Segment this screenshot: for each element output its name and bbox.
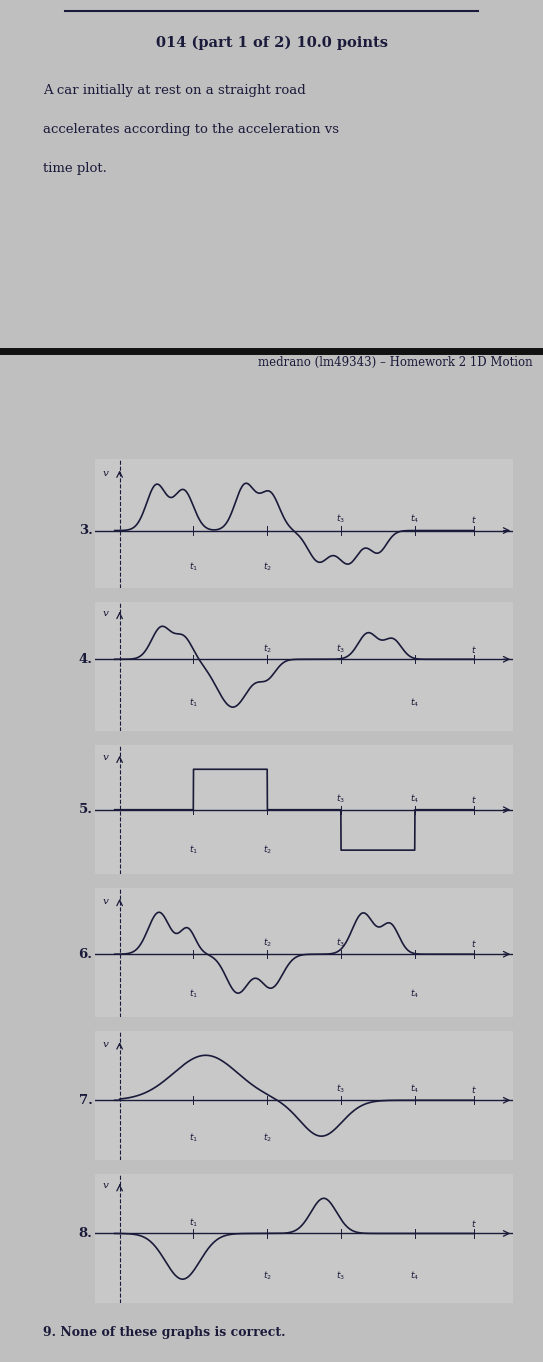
Text: $t$: $t$ <box>471 938 477 949</box>
Text: $t_1$: $t_1$ <box>189 561 198 573</box>
Text: 8.: 8. <box>79 1227 92 1239</box>
Text: $t_2$: $t_2$ <box>263 642 272 655</box>
Text: 7.: 7. <box>79 1094 92 1107</box>
Text: $t_4$: $t_4$ <box>410 1269 419 1283</box>
Text: 9. None of these graphs is correct.: 9. None of these graphs is correct. <box>43 1327 286 1339</box>
Text: $t$: $t$ <box>471 1084 477 1095</box>
Text: $t_3$: $t_3$ <box>337 793 345 805</box>
Text: $t_1$: $t_1$ <box>189 1132 198 1144</box>
Text: v: v <box>103 469 109 478</box>
Text: $t_1$: $t_1$ <box>189 843 198 855</box>
Text: $t_4$: $t_4$ <box>410 793 419 805</box>
Text: 6.: 6. <box>79 948 92 960</box>
Text: 5.: 5. <box>79 804 92 816</box>
Text: accelerates according to the acceleration vs: accelerates according to the acceleratio… <box>43 123 339 136</box>
Text: $t_3$: $t_3$ <box>337 512 345 524</box>
Text: v: v <box>103 609 109 618</box>
Text: $t_4$: $t_4$ <box>410 987 419 1000</box>
Text: $t_3$: $t_3$ <box>337 1269 345 1283</box>
Text: $t_2$: $t_2$ <box>263 1132 272 1144</box>
Text: $t_2$: $t_2$ <box>263 561 272 573</box>
Text: v: v <box>103 753 109 763</box>
Text: $t_4$: $t_4$ <box>410 512 419 524</box>
Text: $t$: $t$ <box>471 1218 477 1229</box>
Text: medrano (lm49343) – Homework 2 1D Motion: medrano (lm49343) – Homework 2 1D Motion <box>257 357 532 369</box>
Text: A car initially at rest on a straight road: A car initially at rest on a straight ro… <box>43 84 306 97</box>
Text: $t_2$: $t_2$ <box>263 843 272 855</box>
Text: $t_4$: $t_4$ <box>410 1083 419 1095</box>
Text: $t$: $t$ <box>471 644 477 655</box>
Text: v: v <box>103 1041 109 1049</box>
Text: 3.: 3. <box>79 524 92 537</box>
Text: $t_4$: $t_4$ <box>410 697 419 710</box>
Text: $t_1$: $t_1$ <box>189 987 198 1000</box>
Text: $t_2$: $t_2$ <box>263 937 272 949</box>
Text: 014 (part 1 of 2) 10.0 points: 014 (part 1 of 2) 10.0 points <box>155 35 388 49</box>
Text: 4.: 4. <box>79 652 92 666</box>
Text: time plot.: time plot. <box>43 162 108 174</box>
Text: $t$: $t$ <box>471 794 477 805</box>
Text: $t_3$: $t_3$ <box>337 642 345 655</box>
Text: $t$: $t$ <box>471 513 477 524</box>
Text: $t_1$: $t_1$ <box>189 1216 198 1229</box>
Text: $t_2$: $t_2$ <box>263 1269 272 1283</box>
Text: $t_1$: $t_1$ <box>189 697 198 710</box>
Text: v: v <box>103 896 109 906</box>
Text: $t_3$: $t_3$ <box>337 1083 345 1095</box>
Text: v: v <box>103 1181 109 1190</box>
Text: $t_3$: $t_3$ <box>337 937 345 949</box>
